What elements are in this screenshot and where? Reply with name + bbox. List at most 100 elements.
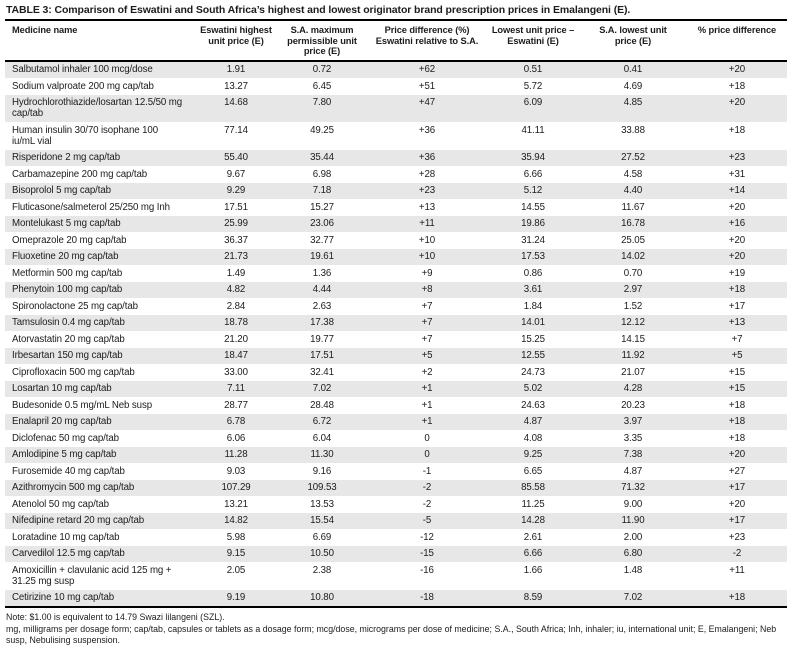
price-value-cell: 3.61 (523, 284, 543, 295)
price-value-cell: 10.50 (310, 548, 334, 559)
price-value-cell: +20 (728, 251, 746, 262)
price-value-cell: +7 (421, 300, 433, 312)
medicine-name-cell: Nifedipine retard 20 mg cap/tab (12, 515, 145, 526)
medicine-name-cell: Amoxicillin + clavulanic acid 125 mg + 3… (12, 564, 172, 587)
price-value-cell: 33.88 (621, 124, 645, 136)
price-value-cell: 25.05 (621, 234, 645, 246)
price-value-cell: +18 (728, 284, 746, 295)
price-value-cell: 6.66 (523, 548, 543, 559)
medicine-name-cell: Human insulin 30/70 isophane 100 iu/mL v… (12, 124, 158, 147)
col-header-lowest-price-eswatini: Lowest unit price – Eswatini (E) (487, 21, 579, 62)
price-value-cell: +10 (418, 234, 436, 246)
price-value-cell: 2.61 (523, 531, 543, 543)
price-value-cell: 14.15 (621, 333, 645, 345)
price-value-cell: 7.02 (312, 383, 332, 394)
price-value-cell: 11.92 (621, 350, 645, 361)
price-value-cell: 14.68 (224, 97, 248, 108)
table-row: Losartan 10 mg cap/tab 7.11 7.02 +1 5.02 4.28… (5, 380, 787, 397)
price-value-cell: -2 (732, 548, 742, 559)
price-value-cell: 12.55 (521, 350, 545, 361)
price-value-cell: 7.38 (623, 449, 643, 460)
table-row: Enalapril 20 mg cap/tab 6.78 6.72 +1 4.87 3.9… (5, 413, 787, 430)
price-value-cell: 55.40 (224, 152, 248, 163)
table-row: Amoxicillin + clavulanic acid 125 mg + 3… (5, 562, 787, 590)
table-row: Metformin 500 mg cap/tab 1.49 1.36 +9 0.86 0.… (5, 265, 787, 282)
table-row: Human insulin 30/70 isophane 100 iu/mL v… (5, 122, 787, 150)
medicine-name-cell: Ciprofloxacin 500 mg cap/tab (12, 366, 135, 378)
col-header-medicine-name: Medicine name (5, 21, 195, 62)
table-row: Budesonide 0.5 mg/mL Neb susp 28.77 28.48 +… (5, 397, 787, 414)
price-value-cell: 0 (424, 449, 430, 460)
table-title-label: TABLE 3: (6, 4, 52, 16)
price-value-cell: 13.27 (224, 80, 248, 92)
medicine-name-cell: Hydrochlorothiazide/losartan 12.5/50 mg … (12, 97, 183, 119)
price-value-cell: 23.06 (310, 218, 334, 229)
medicine-name-cell: Fluoxetine 20 mg cap/tab (12, 251, 119, 262)
col-header-sa-lowest-price: S.A. lowest unit price (E) (579, 21, 687, 62)
price-value-cell: 8.59 (487, 589, 579, 608)
medicine-name-cell: Azithromycin 500 mg cap/tab (12, 482, 135, 493)
price-value-cell: +15 (728, 366, 746, 378)
price-value-cell: +20 (728, 97, 746, 108)
price-value-cell: 107.29 (221, 482, 251, 493)
price-value-cell: -12 (420, 531, 434, 543)
table-row: Furosemide 40 mg cap/tab 9.03 9.16 -1 6.65 4.… (5, 463, 787, 480)
price-value-cell: 6.65 (523, 465, 543, 477)
price-value-cell: 1.48 (623, 564, 643, 576)
table-title: TABLE 3: Comparison of Eswatini and Sout… (5, 3, 787, 21)
price-value-cell: +23 (418, 185, 436, 196)
price-value-cell: 24.73 (521, 366, 545, 378)
price-value-cell: 3.97 (623, 416, 643, 427)
price-value-cell: +11 (729, 564, 745, 576)
table-row: Ciprofloxacin 500 mg cap/tab 33.00 32.41 +2… (5, 364, 787, 381)
price-value-cell: 17.53 (521, 251, 545, 262)
medicine-name-cell: Amlodipine 5 mg cap/tab (12, 449, 117, 460)
price-value-cell: -2 (422, 482, 432, 493)
price-value-cell: 24.63 (521, 399, 545, 411)
medicine-name-cell: Furosemide 40 mg cap/tab (12, 465, 125, 477)
price-value-cell: +18 (728, 80, 746, 92)
price-value-cell: 17.51 (224, 201, 248, 213)
price-value-cell: +2 (421, 366, 433, 378)
table-row: Loratadine 10 mg cap/tab 5.98 6.69 -12 2.61 2… (5, 529, 787, 546)
price-value-cell: 19.77 (310, 333, 334, 345)
price-value-cell: 0.51 (523, 64, 543, 75)
medicine-name-cell: Budesonide 0.5 mg/mL Neb susp (12, 399, 152, 411)
table-row: Nifedipine retard 20 mg cap/tab 14.82 15.5… (5, 512, 787, 529)
price-value-cell: 13.21 (224, 498, 248, 510)
medicine-name-cell: Atorvastatin 20 mg cap/tab (12, 333, 125, 345)
price-value-cell: 4.40 (623, 185, 643, 196)
price-value-cell: 5.72 (523, 80, 543, 92)
table-row: Hydrochlorothiazide/losartan 12.5/50 mg … (5, 94, 787, 122)
price-value-cell: +20 (728, 201, 746, 213)
price-value-cell: 0 (424, 432, 430, 444)
price-value-cell: +20 (728, 449, 746, 460)
price-value-cell: 16.78 (621, 218, 645, 229)
col-header-pct-price-difference: % price difference (687, 21, 787, 62)
price-value-cell: 5.12 (523, 185, 543, 196)
table-row: Fluoxetine 20 mg cap/tab 21.73 19.61 +10 17.… (5, 248, 787, 265)
price-value-cell: 7.02 (579, 589, 687, 608)
price-value-cell: +20 (728, 498, 746, 510)
medicine-name-cell: Enalapril 20 mg cap/tab (12, 416, 112, 427)
medicine-name-cell: Atenolol 50 mg cap/tab (12, 498, 109, 510)
medicine-name-cell: Carbamazepine 200 mg cap/tab (12, 168, 148, 180)
price-value-cell: +18 (728, 416, 746, 427)
price-value-cell: 41.11 (521, 124, 545, 136)
price-value-cell: +1 (421, 383, 433, 394)
table-row: Montelukast 5 mg cap/tab 25.99 23.06 +11 19.… (5, 215, 787, 232)
note-exchange-rate: Note: $1.00 is equivalent to 14.79 Swazi… (6, 612, 225, 622)
price-value-cell: 6.66 (523, 168, 543, 180)
table-row: Sodium valproate 200 mg cap/tab 13.27 6.45… (5, 78, 787, 95)
table-row: Atorvastatin 20 mg cap/tab 21.20 19.77 +7 15… (5, 331, 787, 348)
price-value-cell: 11.30 (310, 449, 334, 460)
price-value-cell: 9.16 (312, 465, 332, 477)
medicine-name-cell: Diclofenac 50 mg cap/tab (12, 432, 119, 444)
price-value-cell: 4.69 (623, 80, 643, 92)
price-value-cell: -15 (420, 548, 434, 559)
price-value-cell: 28.48 (310, 399, 334, 411)
medicine-name-cell: Spironolactone 25 mg cap/tab (12, 300, 138, 312)
price-value-cell: 35.44 (310, 152, 334, 163)
price-value-cell: 11.25 (521, 498, 545, 510)
price-value-cell: 6.04 (312, 432, 332, 444)
